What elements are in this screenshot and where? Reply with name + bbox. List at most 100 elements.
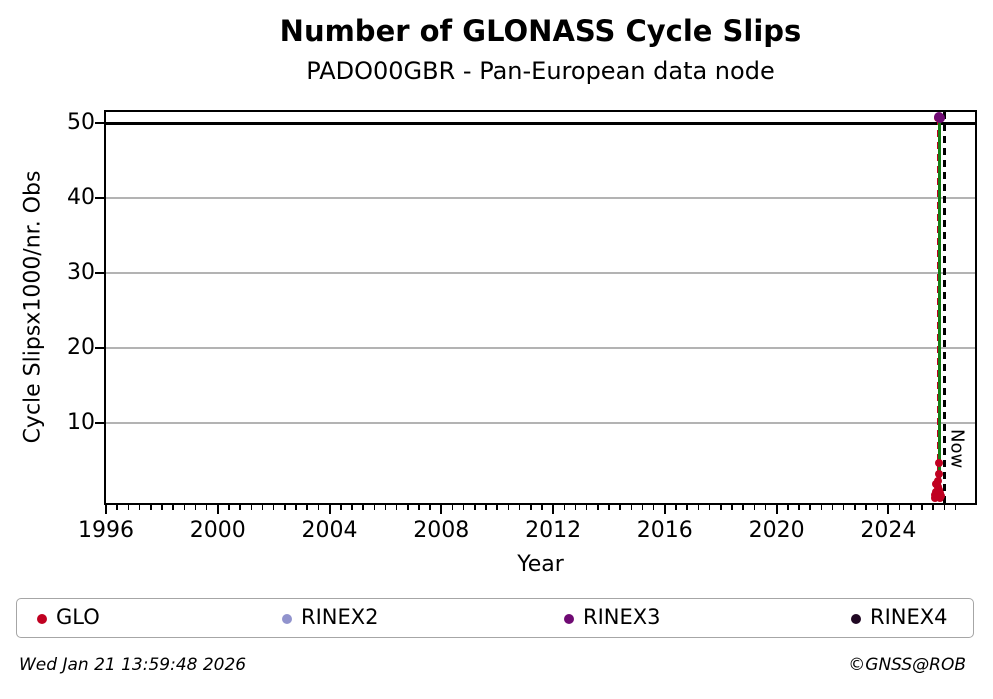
y-axis-label: Cycle Slipsx1000/nr. Obs: [20, 170, 46, 444]
y-tick-label: 10: [67, 409, 95, 435]
x-minor-tick: [720, 505, 722, 510]
x-minor-tick: [384, 505, 387, 510]
x-major-tick: [440, 505, 443, 514]
x-tick-label: 2012: [525, 518, 582, 543]
legend-item-label: RINEX4: [870, 605, 948, 629]
x-tick-label: 1996: [78, 518, 134, 543]
x-minor-tick: [641, 505, 644, 510]
x-minor-tick: [764, 505, 767, 510]
legend-item-rinex2: RINEX2: [17, 599, 973, 637]
x-minor-tick: [462, 505, 465, 510]
x-minor-tick: [340, 505, 342, 510]
y-tick-label: 50: [67, 110, 95, 136]
x-minor-tick: [116, 505, 118, 510]
data-point-glo: [935, 493, 944, 502]
legend-marker-glo-icon: [37, 614, 47, 624]
y-major-tick: [95, 421, 104, 424]
x-major-tick: [216, 505, 219, 514]
x-minor-tick: [854, 505, 856, 510]
x-minor-tick: [675, 505, 677, 510]
x-minor-tick: [284, 505, 286, 510]
x-minor-tick: [451, 505, 454, 510]
x-minor-tick: [753, 505, 755, 510]
y-gridline: [106, 197, 975, 199]
legend-item-label: RINEX2: [301, 605, 379, 629]
legend-item-glo: GLO: [17, 599, 973, 637]
x-minor-tick: [429, 505, 431, 510]
x-minor-tick: [842, 505, 845, 510]
legend-marker-rinex2-icon: [282, 614, 292, 624]
x-minor-tick: [373, 505, 375, 510]
y-gridline: [106, 422, 975, 424]
x-minor-tick: [921, 505, 923, 510]
x-tick-label: 2008: [413, 518, 470, 543]
glo-spike-line: [936, 118, 940, 496]
x-minor-tick: [250, 505, 252, 510]
x-tick-label: 2004: [301, 518, 358, 543]
x-minor-tick: [150, 505, 152, 510]
legend-item-rinex4: RINEX4: [17, 599, 973, 637]
x-major-tick: [105, 505, 107, 514]
y-major-tick: [95, 197, 104, 200]
y-gridline: [106, 272, 975, 274]
x-tick-label: 2020: [748, 518, 805, 543]
y-tick-label: 30: [67, 260, 95, 285]
y-major-tick: [95, 346, 104, 349]
x-minor-tick: [865, 505, 867, 510]
x-minor-tick: [652, 505, 655, 510]
x-minor-tick: [317, 505, 320, 510]
x-minor-tick: [138, 505, 141, 510]
x-minor-tick: [194, 505, 197, 510]
x-minor-tick: [205, 505, 208, 510]
x-major-tick: [887, 505, 890, 514]
x-tick-label: 2000: [189, 518, 246, 543]
y-tick-label: 40: [67, 185, 95, 211]
x-minor-tick: [876, 505, 878, 510]
x-minor-tick: [272, 505, 275, 510]
x-minor-tick: [585, 505, 588, 510]
hline-50: [106, 122, 975, 125]
y-tick-label: 20: [67, 334, 95, 360]
x-minor-tick: [954, 505, 957, 510]
legend: GLO RINEX2 RINEX3 RINEX4: [16, 598, 974, 638]
x-minor-tick: [943, 505, 945, 510]
plot-area: Now: [104, 110, 977, 505]
x-minor-tick: [161, 505, 163, 510]
x-minor-tick: [507, 505, 510, 510]
x-minor-tick: [172, 505, 174, 510]
x-minor-tick: [362, 505, 364, 510]
x-tick-label: 2024: [860, 518, 917, 543]
legend-item-label: RINEX3: [583, 605, 661, 629]
x-minor-tick: [686, 505, 688, 510]
x-minor-tick: [228, 505, 230, 510]
legend-marker-rinex3-icon: [564, 614, 574, 624]
x-minor-tick: [518, 505, 521, 510]
y-major-tick: [95, 122, 104, 125]
x-minor-tick: [351, 505, 353, 510]
x-minor-tick: [731, 505, 733, 510]
y-major-tick: [95, 272, 104, 274]
x-minor-tick: [239, 505, 241, 510]
x-axis-label: Year: [517, 552, 564, 577]
x-minor-tick: [395, 505, 398, 510]
data-point-glo: [934, 469, 943, 478]
x-major-tick: [552, 505, 555, 514]
x-minor-tick: [496, 505, 498, 510]
data-point-glo: [934, 458, 943, 467]
timestamp: Wed Jan 21 13:59:48 2026: [19, 655, 247, 675]
data-point-glo: [931, 493, 940, 502]
chart-subtitle: PADO00GBR - Pan-European data node: [306, 57, 775, 85]
copyright: ©GNSS@ROB: [848, 655, 966, 675]
chart-title: Number of GLONASS Cycle Slips: [279, 14, 802, 48]
x-minor-tick: [261, 505, 264, 510]
x-tick-label: 2016: [636, 518, 693, 543]
x-minor-tick: [708, 505, 711, 510]
x-minor-tick: [574, 505, 577, 510]
x-minor-tick: [932, 505, 934, 510]
x-minor-tick: [597, 505, 599, 510]
x-minor-tick: [485, 505, 487, 510]
event-line: [938, 118, 941, 491]
x-minor-tick: [563, 505, 565, 510]
legend-item-label: GLO: [56, 605, 100, 629]
